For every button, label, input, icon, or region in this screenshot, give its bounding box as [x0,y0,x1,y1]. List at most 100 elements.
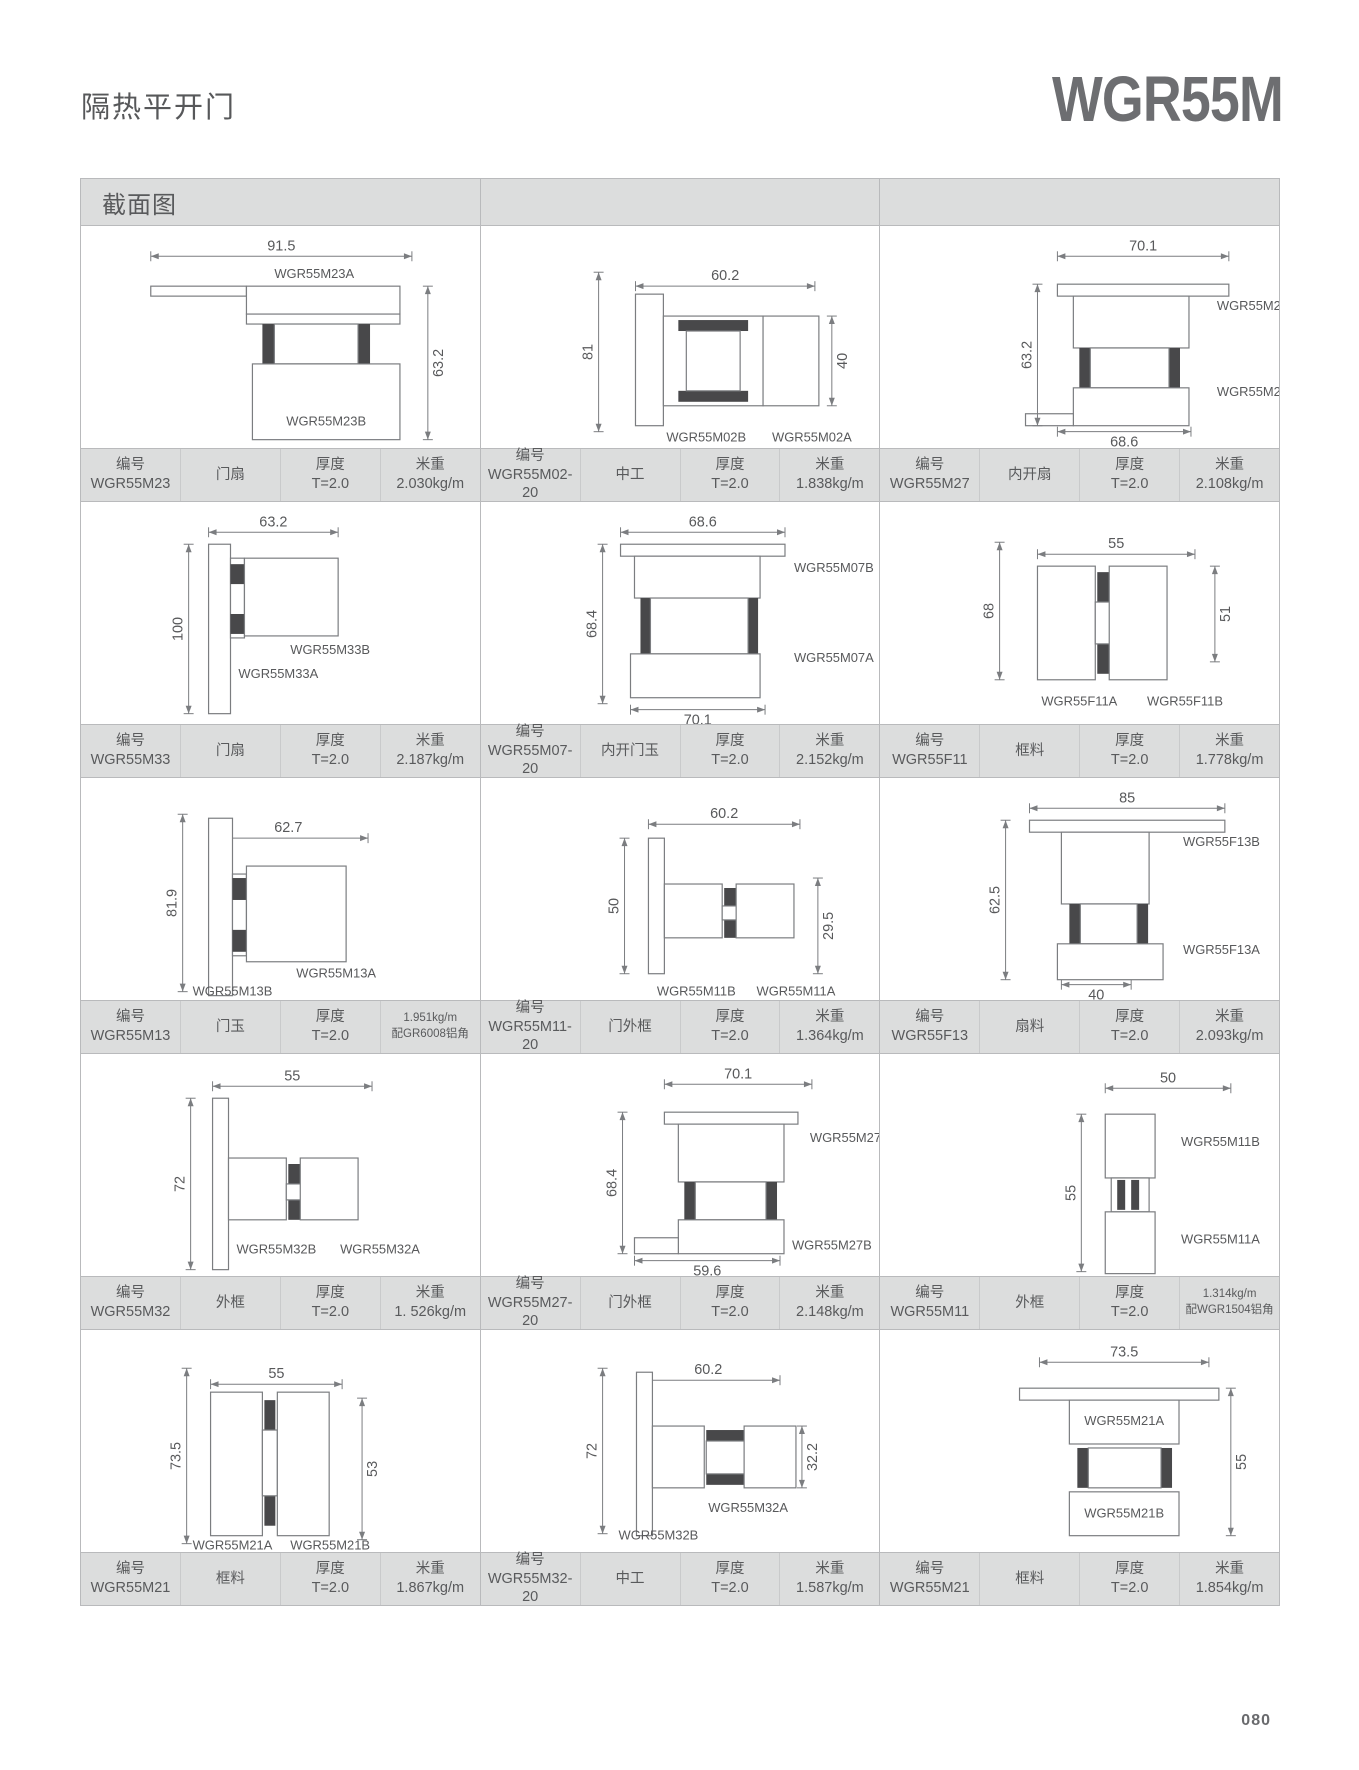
spec-strip: 编号 WGR55M33 门扇 厚度 T=2.0 米重 2.187kg/m [81,724,480,778]
profile-drawing: 68.6 68.4 WGR55M07B WGR55M07A 70.1 [584,514,874,724]
svg-text:51: 51 [1218,606,1234,622]
thickness-value: T=2.0 [311,1028,350,1044]
weight-label: 米重 [815,1009,845,1026]
code-label: 编号 [515,1275,545,1292]
spec-thickness: 厚度 T=2.0 [681,725,781,777]
weight-label: 米重 [815,1285,845,1302]
type-value: 中工 [615,1570,645,1587]
spec-thickness: 厚度 T=2.0 [281,1001,381,1053]
code-value: WGR55M27 [889,476,970,492]
table-header-row: 截面图 [81,179,1279,226]
code-value: WGR55F13 [891,1028,969,1044]
weight-value: 1.587kg/m [796,1580,864,1596]
code-value: WGR55M27-20 [487,1294,573,1330]
spec-type: 门扇 [181,449,281,501]
spec-type: 中工 [581,1553,681,1605]
weight-label: 米重 [1215,733,1245,750]
type-value: 中工 [615,466,645,483]
weight-value: 1. 526kg/m [394,1304,467,1320]
spec-strip: 编号 WGR55F13 扇料 厚度 T=2.0 米重 2.093kg/m [880,1000,1280,1054]
spec-thickness: 厚度 T=2.0 [1080,1277,1181,1329]
profile-cell-wgr55m21: 73.5 55 53 WGR55M21A WGR55M21B 编号 WGR55M21 框料… [81,1330,481,1605]
section-diagram: 91.5 WGR55M23A WGR55M23B 63.2 [81,226,480,448]
spec-type: 门外框 [581,1277,681,1329]
spec-thickness: 厚度 T=2.0 [281,1277,381,1329]
section-diagram: 68.6 68.4 WGR55M07B WGR55M07A 70.1 [480,502,880,724]
svg-text:WGR55M21A: WGR55M21A [193,1538,273,1552]
section-diagram: 85 62.5 WGR55F13B WGR55F13A 40 [880,778,1280,1000]
type-value: 框料 [1015,742,1045,759]
spec-type: 中工 [581,449,681,501]
weight-value: 1.778kg/m [1195,752,1264,768]
code-label: 编号 [915,457,945,474]
svg-text:WGR55M21B: WGR55M21B [1085,1506,1165,1521]
svg-text:WGR55F11B: WGR55F11B [1147,694,1223,709]
svg-text:63.2: 63.2 [1020,341,1036,369]
spec-code: 编号 WGR55M21 [81,1553,181,1605]
svg-text:63.2: 63.2 [259,514,287,530]
svg-text:WGR55M27A: WGR55M27A [1217,298,1279,313]
svg-text:55: 55 [268,1366,284,1382]
table-row: 63.2 100 WGR55M33B WGR55M33A 编号 WGR55M33 门扇 … [81,502,1280,778]
code-value: WGR55M21 [889,1580,970,1596]
section-diagram: 81.9 62.7 WGR55M13A WGR55M13B [81,778,480,1000]
spec-code: 编号 WGR55M21 [880,1553,981,1605]
page-title: 隔热平开门 [81,92,237,124]
svg-text:WGR55M32B: WGR55M32B [236,1242,316,1257]
code-value: WGR55M23 [90,476,171,492]
page-number: 080 [1241,1712,1271,1729]
code-label: 编号 [915,1009,945,1026]
spec-strip: 编号 WGR55F11 框料 厚度 T=2.0 米重 1.778kg/m [880,724,1280,778]
spec-weight: 米重 1.838kg/m [780,449,879,501]
svg-text:40: 40 [834,353,850,369]
profile-drawing: 63.2 100 WGR55M33B WGR55M33A [171,514,370,715]
spec-type: 内开扇 [980,449,1081,501]
profile-cell-wgr55m11: 50 55 WGR55M11B WGR55M11A 编号 WGR55M11 外框 厚度 T… [880,1054,1280,1330]
thickness-value: T=2.0 [1110,1028,1149,1044]
svg-text:60.2: 60.2 [710,806,738,822]
svg-text:WGR55M32A: WGR55M32A [708,1500,788,1515]
profile-cell-wgr55m32-20: 72 60.2 32.2 WGR55M32A WGR55M32B 编号 WGR55M32-… [480,1330,881,1606]
table-row: 81.9 62.7 WGR55M13A WGR55M13B 编号 WGR55M13 门玉… [81,778,1280,1054]
thickness-label: 厚度 [1115,1285,1145,1302]
svg-text:WGR55M11B: WGR55M11B [657,984,736,999]
code-value: WGR55M32 [90,1304,171,1320]
profile-drawing: 72 60.2 32.2 WGR55M32A WGR55M32B [584,1362,820,1542]
code-label: 编号 [115,457,145,474]
svg-text:50: 50 [1160,1070,1176,1086]
code-value: WGR55M33 [90,752,171,768]
svg-text:WGR55M33A: WGR55M33A [238,666,318,681]
type-value: 内开门玉 [601,742,660,759]
code-value: WGR55M32-20 [487,1570,573,1606]
thickness-label: 厚度 [315,733,345,750]
profile-drawing: 81 60.2 40 WGR55M02B WGR55M02A [580,268,852,444]
thickness-value: T=2.0 [1110,752,1149,768]
svg-text:55: 55 [284,1068,300,1084]
spec-thickness: 厚度 T=2.0 [281,1553,381,1605]
spec-thickness: 厚度 T=2.0 [1080,725,1181,777]
svg-text:WGR55M33B: WGR55M33B [290,642,370,657]
weight-label: 米重 [815,733,845,750]
weight-value: 2.108kg/m [1195,476,1264,492]
thickness-value: T=2.0 [711,1580,749,1596]
weight-value: 2.152kg/m [796,752,864,768]
svg-text:70.1: 70.1 [683,713,711,724]
spec-type: 框料 [181,1553,281,1605]
spec-strip: 编号 WGR55M27-20 门外框 厚度 T=2.0 米重 2.148kg/m [480,1275,880,1330]
spec-strip: 编号 WGR55M02-20 中工 厚度 T=2.0 米重 1.838kg/m [480,448,880,502]
thickness-label: 厚度 [315,1561,345,1578]
spec-code: 编号 WGR55M13 [81,1001,181,1053]
header-cell-blank [481,179,881,225]
spec-strip: 编号 WGR55M23 门扇 厚度 T=2.0 米重 2.030kg/m [81,448,480,502]
spec-code: 编号 WGR55M23 [81,449,181,501]
spec-code: 编号 WGR55M07-20 [481,724,581,777]
thickness-label: 厚度 [315,1009,345,1026]
weight-value: 1.364kg/m [796,1028,864,1044]
weight-label: 米重 [415,457,445,474]
svg-text:62.7: 62.7 [274,820,302,836]
spec-weight: 米重 2.148kg/m [780,1277,879,1329]
svg-text:WGR55M11A: WGR55M11A [1181,1232,1260,1247]
thickness-label: 厚度 [1115,733,1145,750]
weight-label: 米重 [415,733,445,750]
code-label: 编号 [915,1561,945,1578]
